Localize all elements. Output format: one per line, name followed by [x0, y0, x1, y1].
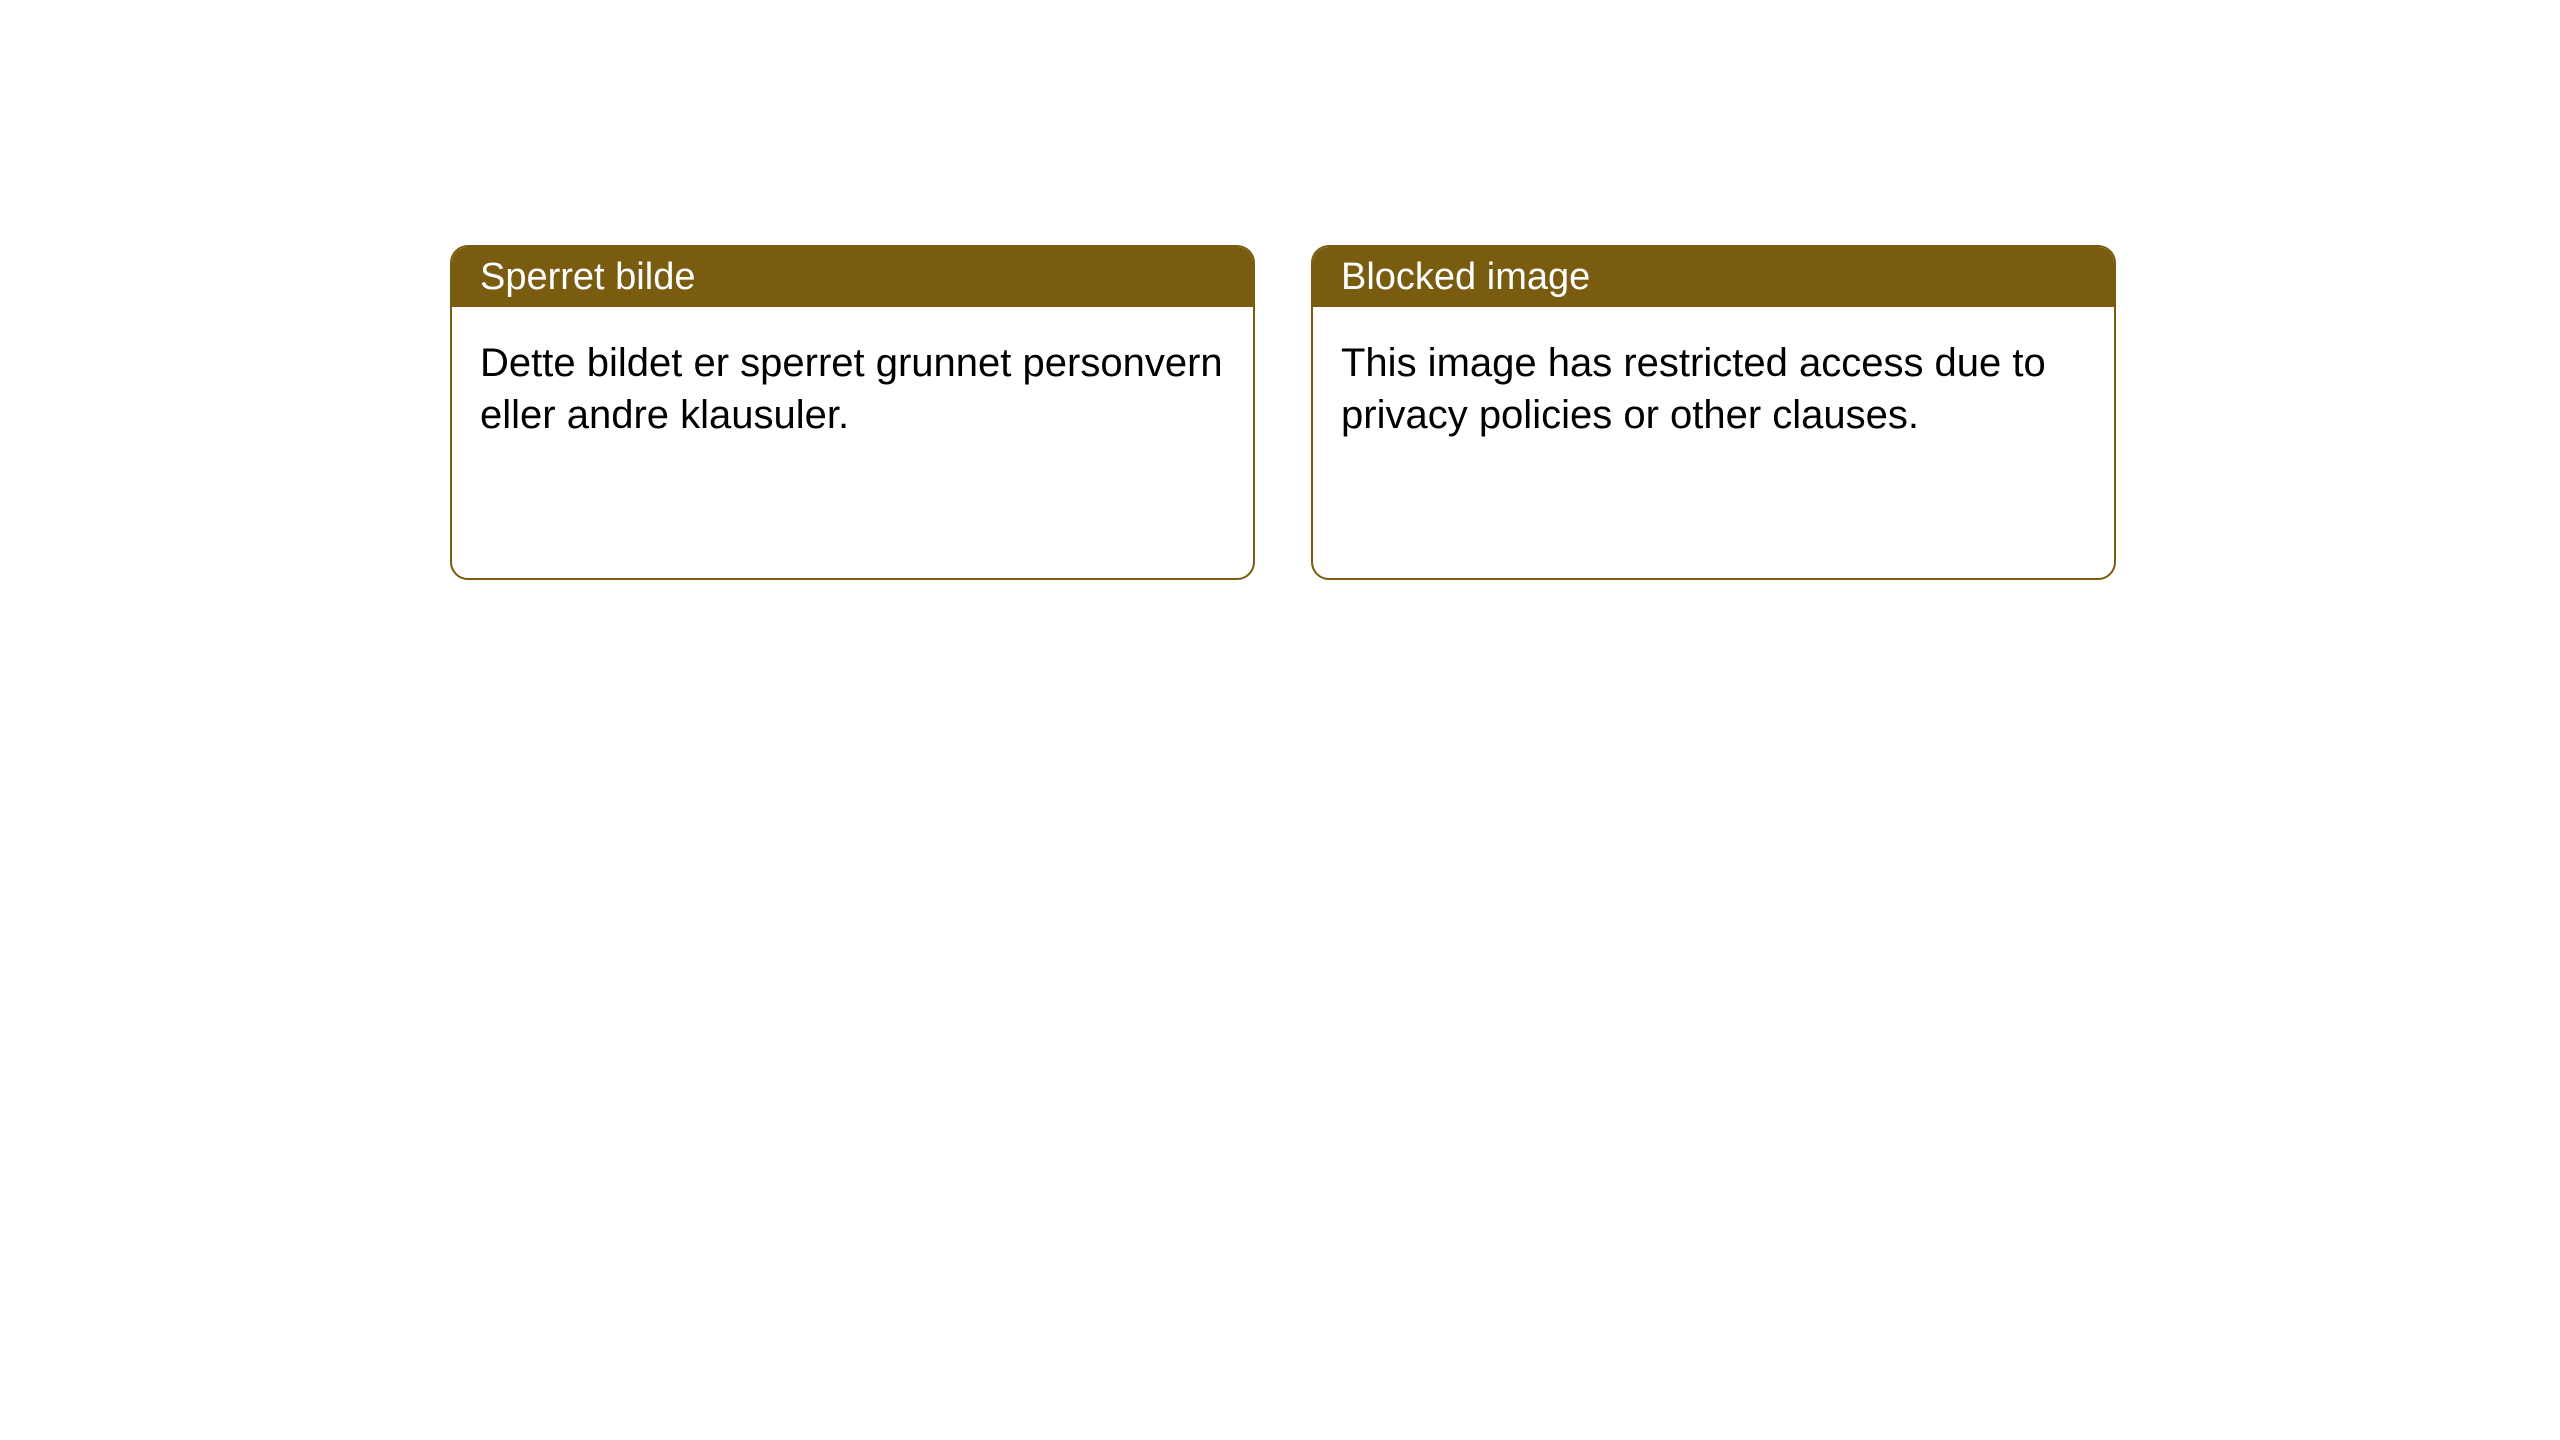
blocked-image-notice-en: Blocked image This image has restricted …: [1311, 245, 2116, 580]
blocked-image-notice-no: Sperret bilde Dette bildet er sperret gr…: [450, 245, 1255, 580]
notice-container: Sperret bilde Dette bildet er sperret gr…: [0, 0, 2560, 580]
notice-body-no: Dette bildet er sperret grunnet personve…: [452, 307, 1253, 471]
notice-body-en: This image has restricted access due to …: [1313, 307, 2114, 471]
notice-header-en: Blocked image: [1313, 247, 2114, 307]
notice-header-no: Sperret bilde: [452, 247, 1253, 307]
